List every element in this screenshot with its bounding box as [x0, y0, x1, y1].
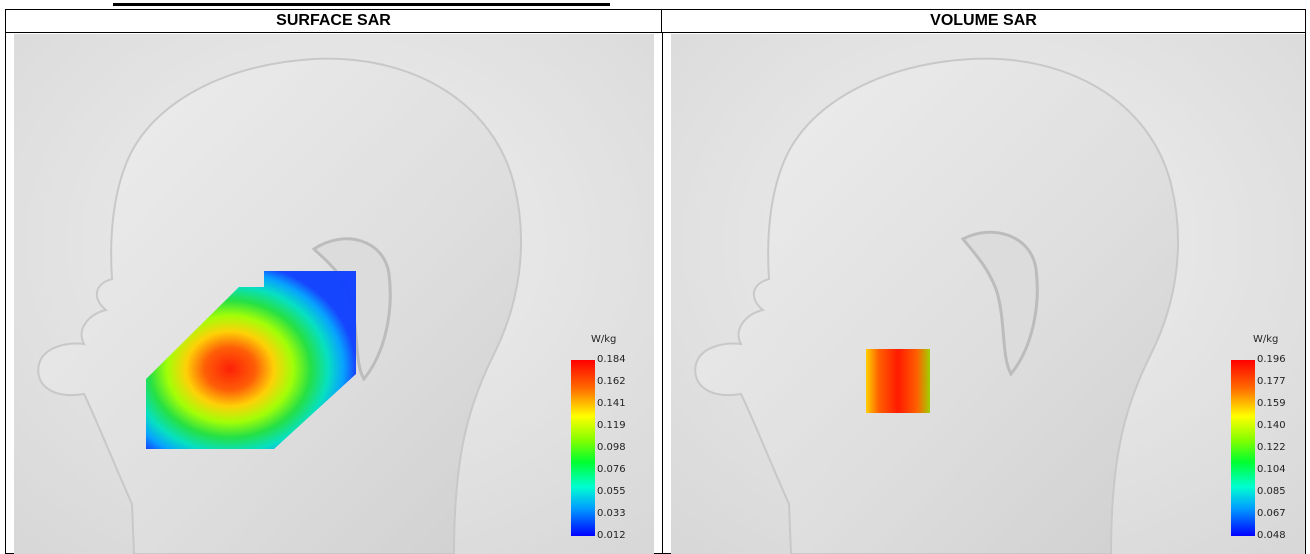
- volume-sar-map: [866, 349, 930, 413]
- legend-tick-label: 0.098: [597, 442, 626, 453]
- legend-tick-label: 0.048: [1257, 530, 1286, 541]
- ear-outline: [960, 230, 1039, 377]
- legend-tick-label: 0.033: [597, 508, 626, 519]
- legend-tick-label: 0.012: [597, 530, 626, 541]
- legend-tick-label: 0.159: [1257, 398, 1286, 409]
- volume-sar-render: [671, 34, 1305, 554]
- sar-table: SURFACE SAR VOLUME SAR: [5, 9, 1306, 554]
- top-rule: [113, 3, 610, 6]
- legend-tick-label: 0.184: [597, 354, 626, 365]
- legend-tick-label: 0.122: [1257, 442, 1286, 453]
- volume-sar-header: VOLUME SAR: [662, 10, 1305, 33]
- volume-color-bar: [1231, 360, 1255, 536]
- surface-color-bar: [571, 360, 595, 536]
- volume-legend-unit: W/kg: [1253, 334, 1279, 345]
- legend-tick-label: 0.141: [597, 398, 626, 409]
- surface-sar-header: SURFACE SAR: [6, 10, 662, 33]
- legend-tick-label: 0.076: [597, 464, 626, 475]
- legend-tick-label: 0.119: [597, 420, 626, 431]
- head-silhouette: [694, 57, 1179, 554]
- legend-tick-label: 0.104: [1257, 464, 1286, 475]
- legend-tick-label: 0.162: [597, 376, 626, 387]
- volume-sar-panel: W/kg 0.196 0.177 0.159 0.140 0.122 0.104 0.085…: [671, 34, 1305, 554]
- surface-sar-panel: W/kg 0.184 0.162 0.141 0.119 0.098 0.076 0.055…: [14, 34, 654, 554]
- surface-sar-render: [14, 34, 654, 554]
- legend-tick-label: 0.067: [1257, 508, 1286, 519]
- surface-sar-map: [146, 271, 356, 449]
- column-divider: [662, 33, 663, 554]
- legend-tick-label: 0.085: [1257, 486, 1286, 497]
- legend-tick-label: 0.140: [1257, 420, 1286, 431]
- legend-tick-label: 0.196: [1257, 354, 1286, 365]
- legend-tick-label: 0.177: [1257, 376, 1286, 387]
- surface-legend-unit: W/kg: [591, 334, 617, 345]
- legend-tick-label: 0.055: [597, 486, 626, 497]
